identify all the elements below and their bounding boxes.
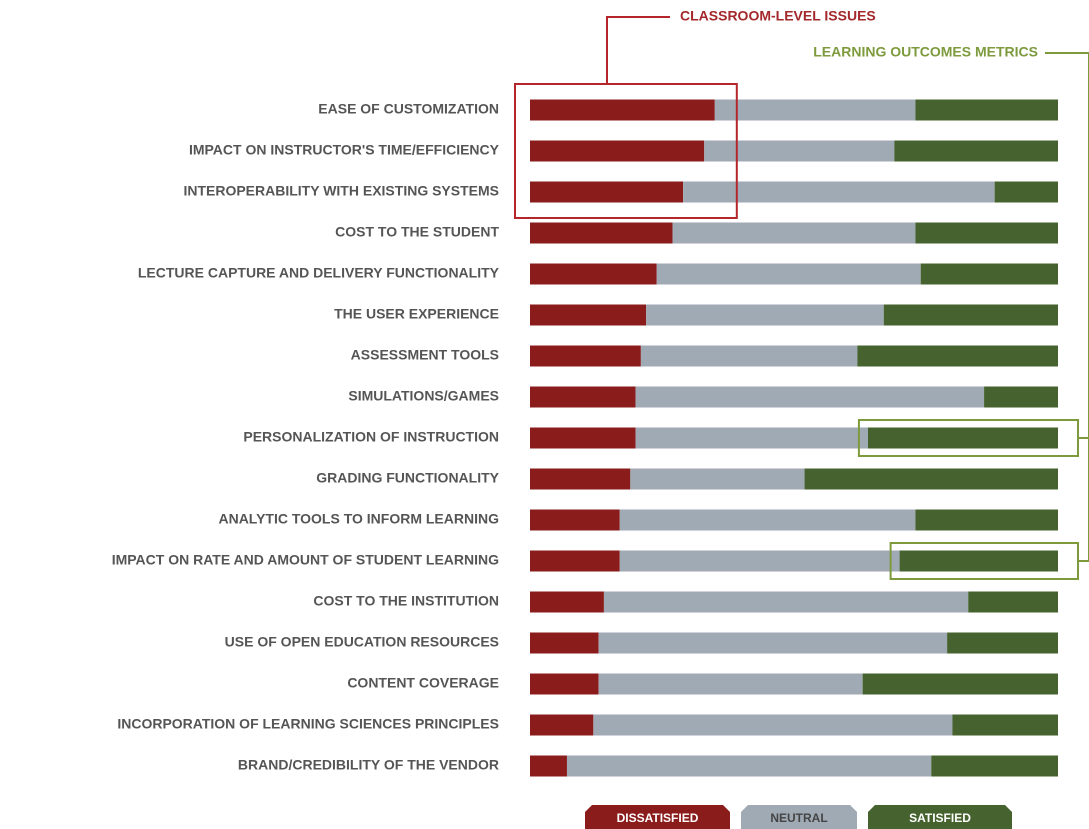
bar-segment [920,263,1058,285]
bar-segment [630,468,805,490]
category-label: EASE OF CUSTOMIZATION [318,101,499,117]
bar-segment [804,468,1058,490]
bar-segment [672,222,916,244]
bar-segment [593,714,953,736]
bar-segment [530,304,647,326]
bar-segment [530,140,705,162]
bar-segment [915,222,1058,244]
bar-segment [857,345,1058,367]
bar-segment [968,591,1058,613]
bar-segment [619,509,916,531]
bar-segment [566,755,932,777]
legend-label: DISSATISFIED [617,811,699,825]
category-label: BRAND/CREDIBILITY OF THE VENDOR [238,757,499,773]
bar-segment [931,755,1058,777]
bar-segment [915,99,1058,121]
bar-segment [635,386,985,408]
bar-segment [952,714,1058,736]
bar-segment [530,632,599,654]
category-label: SIMULATIONS/GAMES [348,388,499,404]
bar-segment [530,714,594,736]
bar-segment [704,140,895,162]
legend-label: SATISFIED [909,811,971,825]
legend-swatch [741,805,857,829]
category-label: ANALYTIC TOOLS TO INFORM LEARNING [218,511,499,527]
bar-segment [530,99,715,121]
bar-segment [530,386,636,408]
category-label: LECTURE CAPTURE AND DELIVERY FUNCTIONALI… [138,265,500,281]
category-label: COST TO THE STUDENT [335,224,499,240]
bar-segment [598,632,948,654]
bar-segment [530,550,620,572]
category-label: IMPACT ON INSTRUCTOR'S TIME/EFFICIENCY [189,142,500,158]
highlight-box [514,83,738,219]
bar-segment [984,386,1058,408]
bar-segment [530,222,673,244]
category-label: IMPACT ON RATE AND AMOUNT OF STUDENT LEA… [112,552,499,568]
bar-segment [899,550,1058,572]
bar-segment [994,181,1058,203]
leader-line [1045,52,1089,560]
legend-label: NEUTRAL [770,811,827,825]
annotation-classroom: CLASSROOM-LEVEL ISSUES [680,8,876,24]
annotation-outcomes: LEARNING OUTCOMES METRICS [813,44,1038,60]
leader-line [606,16,670,84]
bar-segment [646,304,884,326]
bar-segment [635,427,868,449]
bar-segment [656,263,921,285]
legend-swatch [868,805,1012,829]
bar-segment [894,140,1058,162]
bar-segment [603,591,969,613]
category-label: THE USER EXPERIENCE [334,306,499,322]
bar-segment [530,345,641,367]
bar-segment [530,755,567,777]
category-label: ASSESSMENT TOOLS [351,347,499,363]
bar-segment [640,345,858,367]
category-label: INCORPORATION OF LEARNING SCIENCES PRINC… [117,716,499,732]
bar-segment [530,427,636,449]
category-label: CONTENT COVERAGE [347,675,499,691]
bar-segment [530,591,604,613]
bar-segment [862,673,1058,695]
bar-segment [883,304,1058,326]
bar-segment [619,550,900,572]
bar-segment [915,509,1058,531]
bar-segment [530,673,599,695]
bar-segment [947,632,1058,654]
bar-segment [598,673,863,695]
category-label: COST TO THE INSTITUTION [313,593,499,609]
legend-swatch [585,805,730,829]
bar-segment [683,181,995,203]
bar-segment [530,509,620,531]
bar-segment [867,427,1058,449]
category-label: PERSONALIZATION OF INSTRUCTION [243,429,499,445]
bar-segment [530,181,684,203]
category-label: INTEROPERABILITY WITH EXISTING SYSTEMS [183,183,499,199]
bar-segment [530,468,631,490]
category-label: USE OF OPEN EDUCATION RESOURCES [225,634,499,650]
bar-segment [530,263,657,285]
category-label: GRADING FUNCTIONALITY [316,470,499,486]
bar-segment [714,99,916,121]
